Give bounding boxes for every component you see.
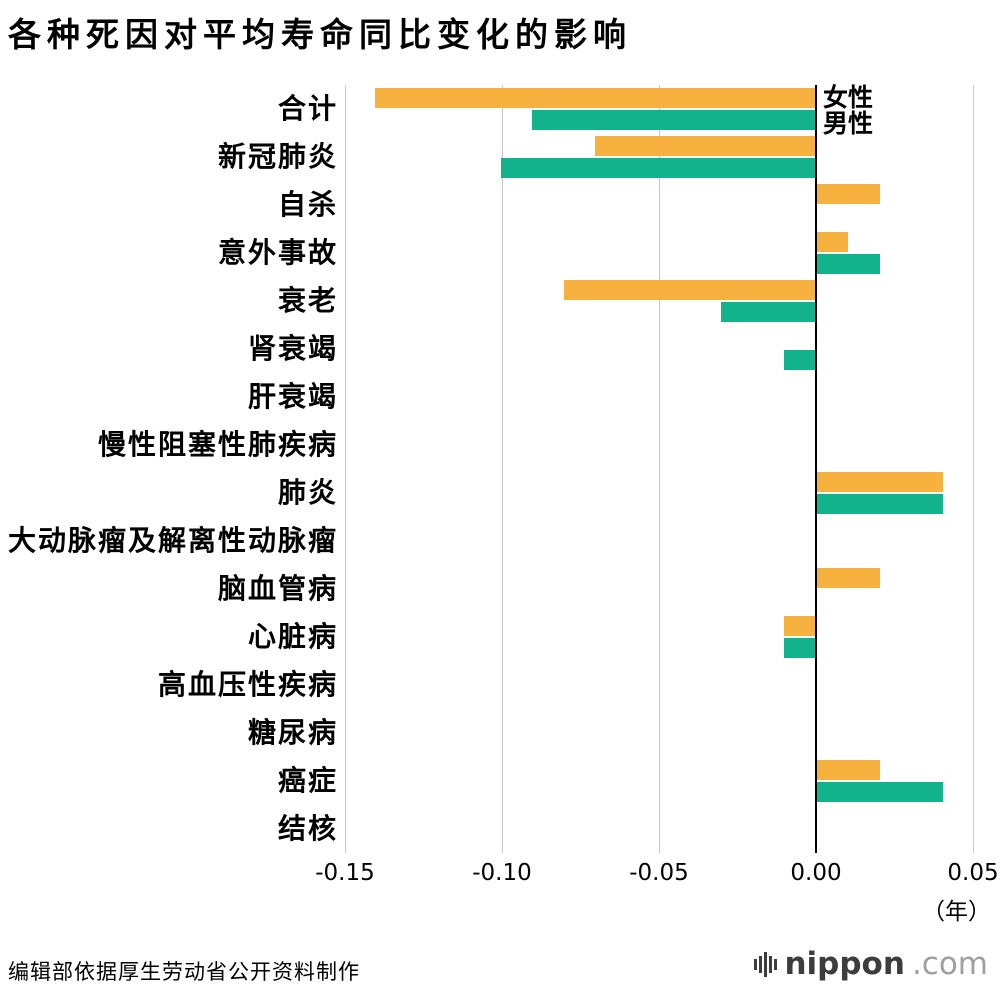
male-bar [783,638,815,658]
female-bar [595,136,815,156]
male-bar [501,158,815,178]
axis-unit-label: （年） [922,899,991,925]
category-label: 癌症 [277,764,338,797]
category-label: 大动脉瘤及解离性动脉瘤 [7,524,338,557]
x-tick-label: 0.05 [947,860,999,886]
category-label: 肝衰竭 [247,380,338,413]
x-tick-label: -0.10 [472,860,532,886]
x-tick-label: -0.05 [629,860,689,886]
category-label: 肾衰竭 [247,332,338,365]
male-bar [720,302,815,322]
x-tick-label: 0.00 [790,860,842,886]
source-note: 编辑部依据厚生劳动省公开资料制作 [8,960,360,984]
category-label: 新冠肺炎 [217,140,338,173]
female-bar [817,760,880,780]
chart-title: 各种死因对平均寿命同比变化的影响 [8,15,632,54]
male-bar [783,350,815,370]
category-label: 结核 [277,812,338,845]
logo-text-com: .com [911,946,988,982]
female-bar [817,568,880,588]
category-label: 脑血管病 [217,572,338,605]
category-label: 慢性阻塞性肺疾病 [97,428,338,461]
female-bar [817,472,943,492]
category-label: 衰老 [277,284,338,317]
female-bar [563,280,815,300]
female-bar [817,184,880,204]
zero-axis-line [815,85,817,853]
logo-text-nippon: nippon [784,946,905,982]
male-bar [817,254,880,274]
male-bar [817,782,943,802]
female-bar [783,616,815,636]
category-label: 意外事故 [217,236,338,269]
nippon-logo: nippon .com [754,948,988,980]
gridline [659,85,660,853]
category-label: 高血压性疾病 [157,668,338,701]
gridline [345,85,346,853]
legend-label-female: 女性 [823,83,874,112]
x-tick-label: -0.15 [315,860,375,886]
female-bar [817,232,849,252]
category-label: 肺炎 [277,476,338,509]
legend-label-male: 男性 [823,109,874,138]
gridline [502,85,503,853]
gridline [973,85,974,853]
male-bar [532,110,815,130]
nippon-logo-icon [754,949,778,979]
category-label: 合计 [277,92,338,125]
female-bar [375,88,815,108]
category-label: 糖尿病 [247,716,338,749]
male-bar [817,494,943,514]
category-label: 自杀 [277,188,338,221]
category-label: 心脏病 [247,620,338,653]
